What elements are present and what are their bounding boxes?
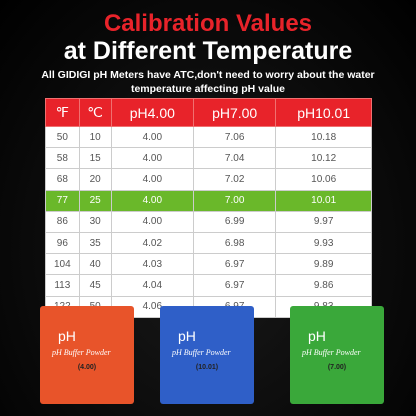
table-row: 58 15 4.00 7.04 10.12 (45, 147, 372, 170)
table-row: 77 25 4.00 7.00 10.01 (45, 189, 372, 212)
title: Calibration Values (103, 10, 313, 37)
packet-label: pH (58, 328, 76, 344)
column-header: ℉ (45, 98, 80, 127)
buffer-packet: pH pH Buffer Powder (7.00) (290, 306, 384, 404)
table-cell: 4.00 (110, 125, 195, 149)
table-cell: 45 (78, 274, 112, 297)
table-row: 113 45 4.04 6.97 9.86 (45, 274, 372, 297)
packet-value: (7.00) (327, 364, 347, 371)
table-cell: 20 (78, 168, 112, 191)
packet-value: (10.01) (195, 364, 219, 371)
table-row: 104 40 4.03 6.97 9.89 (45, 253, 372, 276)
table-cell: 9.97 (275, 210, 372, 233)
table-cell: 6.97 (192, 253, 277, 276)
column-header: pH4.00 (110, 98, 195, 127)
table-cell: 10 (78, 125, 112, 149)
table-cell: 10.01 (275, 189, 372, 212)
table-cell: 50 (45, 125, 80, 149)
table-cell: 25 (78, 189, 112, 212)
table-cell: 30 (78, 210, 112, 233)
table-cell: 4.04 (110, 274, 195, 297)
table-cell: 68 (45, 168, 80, 191)
table-cell: 77 (45, 189, 80, 212)
column-header: ℃ (78, 98, 112, 127)
table-cell: 4.00 (110, 189, 195, 212)
table-cell: 6.97 (192, 274, 277, 297)
table-cell: 7.04 (192, 147, 277, 170)
table-row: 96 35 4.02 6.98 9.93 (45, 231, 372, 255)
table-cell: 86 (45, 210, 80, 233)
table-cell: 7.02 (192, 168, 277, 191)
packet-name: pH Buffer Powder (172, 348, 231, 357)
table-cell: 9.89 (275, 253, 372, 276)
packet-label: pH (308, 328, 326, 344)
table-cell: 113 (45, 274, 80, 297)
column-header: pH10.01 (275, 98, 372, 127)
table-cell: 4.03 (110, 253, 195, 276)
table-cell: 40 (78, 253, 112, 276)
packet-name: pH Buffer Powder (302, 348, 361, 357)
table-cell: 10.06 (275, 168, 372, 191)
table-cell: 10.18 (275, 125, 372, 149)
table-row: 68 20 4.00 7.02 10.06 (45, 168, 372, 191)
table-cell: 4.02 (110, 231, 195, 255)
table-cell: 4.00 (110, 168, 195, 191)
table-cell: 10.12 (275, 147, 372, 170)
table-cell: 58 (45, 147, 80, 170)
table-cell: 7.00 (192, 189, 277, 212)
packet-label: pH (178, 328, 196, 344)
table-row: 50 10 4.00 7.06 10.18 (45, 125, 372, 149)
table-cell: 7.06 (192, 125, 277, 149)
buffer-packet: pH pH Buffer Powder (4.00) (40, 306, 134, 404)
table-cell: 15 (78, 147, 112, 170)
note: All GIDIGI pH Meters have ATC,don't need… (41, 69, 375, 95)
table-cell: 6.99 (192, 210, 277, 233)
table-cell: 6.98 (192, 231, 277, 255)
calibration-table: ℉ ℃ pH4.00 pH7.00 pH10.01 50 10 4.00 7.06 10.18 58… (45, 98, 372, 318)
table-cell: 9.86 (275, 274, 372, 297)
table-cell: 9.93 (275, 231, 372, 255)
table-cell: 104 (45, 253, 80, 276)
table-cell: 96 (45, 231, 80, 255)
packet-name: pH Buffer Powder (52, 348, 111, 357)
table-cell: 4.00 (110, 147, 195, 170)
table-cell: 4.00 (110, 210, 195, 233)
packet-value: (4.00) (77, 364, 97, 371)
table-row: 86 30 4.00 6.99 9.97 (45, 210, 372, 233)
table-cell: 35 (78, 231, 112, 255)
subtitle: at Different Temperature (63, 37, 353, 65)
buffer-packet: pH pH Buffer Powder (10.01) (160, 306, 254, 404)
column-header: pH7.00 (192, 98, 277, 127)
